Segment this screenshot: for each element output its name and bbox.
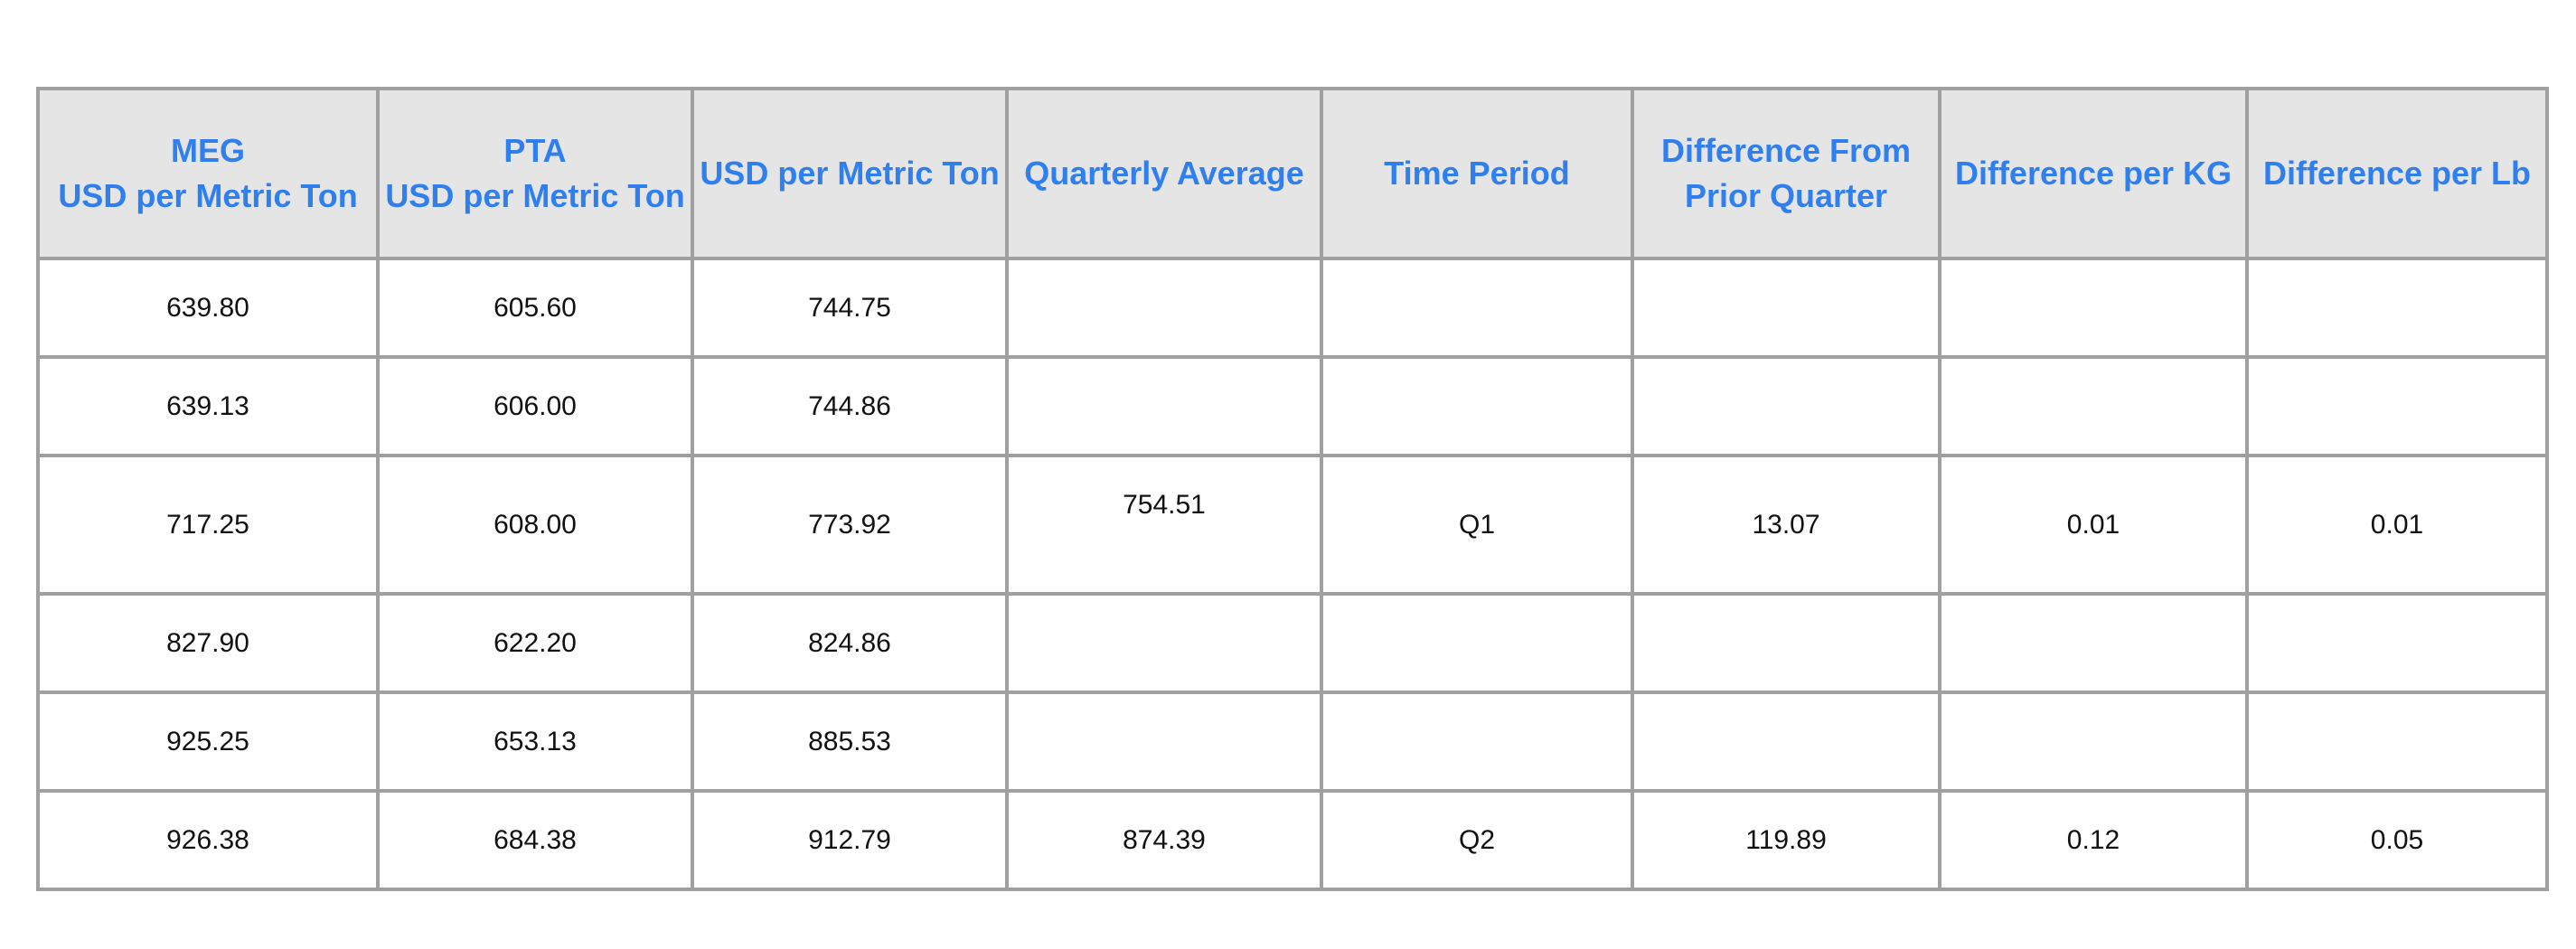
cell-meg: 926.38: [36, 789, 380, 891]
table-row: 639.80 605.60 744.75: [36, 257, 2549, 359]
cell-pta: 605.60: [376, 257, 694, 359]
cell-difference: [1631, 355, 1941, 457]
header-row: MEG USD per Metric Ton PTA USD per Metri…: [36, 87, 2549, 260]
data-table: MEG USD per Metric Ton PTA USD per Metri…: [36, 87, 2549, 891]
table-row: 925.25 653.13 885.53: [36, 691, 2549, 793]
cell-difference-per-kg: [1938, 592, 2249, 694]
cell-usd: 885.53: [691, 691, 1009, 793]
table-row: 926.38 684.38 912.79 874.39 Q2 119.89 0.…: [36, 789, 2549, 891]
header-pta-line-1: PTA: [503, 132, 567, 169]
cell-time-period: [1320, 355, 1634, 457]
cell-quarterly-average: 874.39: [1005, 789, 1323, 891]
header-time-period: Time Period: [1320, 87, 1634, 260]
cell-difference-per-lb: [2245, 691, 2549, 793]
cell-pta: 653.13: [376, 691, 694, 793]
header-difference-line-2: Prior Quarter: [1684, 177, 1888, 214]
table-row: 827.90 622.20 824.86: [36, 592, 2549, 694]
cell-difference-per-kg: [1938, 691, 2249, 793]
table-row: 717.25 608.00 773.92 754.51 Q1 13.07 0.0…: [36, 454, 2549, 596]
cell-difference-per-lb: 0.01: [2245, 454, 2549, 596]
header-usd-per-metric-ton: USD per Metric Ton: [691, 87, 1009, 260]
cell-pta: 608.00: [376, 454, 694, 596]
cell-quarterly-average: [1005, 592, 1323, 694]
cell-quarterly-average: [1005, 257, 1323, 359]
cell-time-period: [1320, 592, 1634, 694]
header-difference-line-1: Difference From: [1660, 132, 1912, 169]
header-pta-line-2: USD per Metric Ton: [385, 177, 685, 214]
header-difference-per-kg: Difference per KG: [1938, 87, 2249, 260]
cell-time-period: [1320, 691, 1634, 793]
cell-difference-per-kg: 0.01: [1938, 454, 2249, 596]
cell-difference: [1631, 257, 1941, 359]
cell-time-period: [1320, 257, 1634, 359]
header-difference-per-lb: Difference per Lb: [2245, 87, 2549, 260]
cell-difference-per-kg: [1938, 355, 2249, 457]
cell-difference: 13.07: [1631, 454, 1941, 596]
header-difference-per-kg-line-1: Difference per KG: [1954, 155, 2233, 192]
cell-pta: 606.00: [376, 355, 694, 457]
cell-usd: 744.86: [691, 355, 1009, 457]
cell-usd: 744.75: [691, 257, 1009, 359]
header-meg-line-1: MEG: [170, 132, 245, 169]
cell-difference-per-lb: [2245, 355, 2549, 457]
cell-meg: 827.90: [36, 592, 380, 694]
header-time-period-line-1: Time Period: [1384, 155, 1570, 192]
cell-time-period: Q1: [1320, 454, 1634, 596]
cell-difference-per-lb: [2245, 592, 2549, 694]
cell-usd: 912.79: [691, 789, 1009, 891]
cell-difference-per-lb: [2245, 257, 2549, 359]
header-quarterly-average: Quarterly Average: [1005, 87, 1323, 260]
cell-quarterly-average: [1005, 355, 1323, 457]
cell-difference-per-kg: 0.12: [1938, 789, 2249, 891]
cell-quarterly-average: 754.51: [1005, 454, 1323, 596]
cell-meg: 639.80: [36, 257, 380, 359]
header-pta: PTA USD per Metric Ton: [376, 87, 694, 260]
cell-pta: 684.38: [376, 789, 694, 891]
cell-difference-per-kg: [1938, 257, 2249, 359]
header-meg-line-2: USD per Metric Ton: [58, 177, 358, 214]
header-usd-line-1: USD per Metric Ton: [700, 155, 1000, 192]
cell-pta: 622.20: [376, 592, 694, 694]
cell-usd: 773.92: [691, 454, 1009, 596]
table-row: 639.13 606.00 744.86: [36, 355, 2549, 457]
cell-difference: [1631, 691, 1941, 793]
cell-usd: 824.86: [691, 592, 1009, 694]
cell-difference: [1631, 592, 1941, 694]
header-quarterly-average-line-1: Quarterly Average: [1024, 155, 1304, 192]
header-difference-prior-quarter: Difference From Prior Quarter: [1631, 87, 1941, 260]
header-difference-per-lb-line-1: Difference per Lb: [2262, 155, 2532, 192]
cell-meg: 925.25: [36, 691, 380, 793]
cell-meg: 639.13: [36, 355, 380, 457]
cell-meg: 717.25: [36, 454, 380, 596]
cell-time-period: Q2: [1320, 789, 1634, 891]
cell-quarterly-average: [1005, 691, 1323, 793]
cell-difference-per-lb: 0.05: [2245, 789, 2549, 891]
cell-difference: 119.89: [1631, 789, 1941, 891]
header-meg: MEG USD per Metric Ton: [36, 87, 380, 260]
